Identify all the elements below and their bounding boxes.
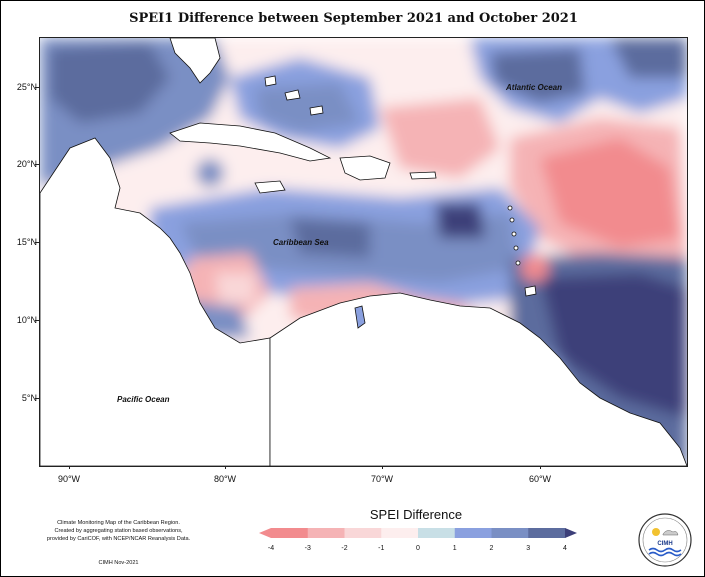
legend-tick-label: -3 xyxy=(305,545,311,552)
lon-label-70w: 70°W xyxy=(370,474,394,484)
legend-colorbar: -4 -3 -2 -1 0 1 2 3 4 xyxy=(259,528,577,552)
legend-swatch xyxy=(491,528,529,538)
legend-title: SPEI Difference xyxy=(369,507,463,522)
lat-tick xyxy=(35,398,39,399)
bahamas-island xyxy=(264,75,277,87)
lat-label-10n: 10°N xyxy=(16,315,37,325)
lon-label-90w: 90°W xyxy=(57,474,81,484)
bahamas-island xyxy=(309,105,324,116)
pacific-ocean-label: Pacific Ocean xyxy=(117,395,170,404)
lon-tick xyxy=(382,465,383,469)
legend-tick-label: 3 xyxy=(526,545,530,552)
legend-tick-label: 4 xyxy=(563,545,567,552)
lat-tick xyxy=(35,164,39,165)
credit-stamp: CIMH Nov-2021 xyxy=(98,560,139,566)
land-masses xyxy=(40,38,687,466)
lat-label-15n: 15°N xyxy=(16,237,37,247)
legend-swatch xyxy=(454,528,492,538)
legend-tick-label: -1 xyxy=(378,545,384,552)
lesser-antilles-island xyxy=(515,260,521,266)
credit-line: provided by CariCOF, with NCEP/NCAR Rean… xyxy=(46,536,191,542)
lon-tick xyxy=(540,465,541,469)
cuba xyxy=(169,122,332,162)
atlantic-ocean-label: Atlantic Ocean xyxy=(505,83,562,92)
lon-label-80w: 80°W xyxy=(213,474,237,484)
lon-label-60w: 60°W xyxy=(528,474,552,484)
legend-tick-label: 0 xyxy=(416,545,420,552)
lon-tick xyxy=(225,465,226,469)
legend-tick-label: -2 xyxy=(341,545,347,552)
puerto-rico xyxy=(409,171,437,180)
lon-tick xyxy=(69,465,70,469)
legend-ticks: -4 -3 -2 -1 0 1 2 3 4 xyxy=(268,545,567,552)
lesser-antilles-island xyxy=(507,205,513,211)
legend-arrow-right xyxy=(565,528,577,538)
lat-tick xyxy=(35,87,39,88)
legend-swatch xyxy=(307,528,345,538)
south-america xyxy=(269,292,687,466)
lesser-antilles-island xyxy=(511,231,517,237)
lat-tick xyxy=(35,242,39,243)
legend-swatch xyxy=(344,528,382,538)
legend-bars xyxy=(259,528,577,538)
lesser-antilles-island xyxy=(513,245,519,251)
credit-line: Climate Monitoring Map of the Caribbean … xyxy=(57,520,180,526)
page-title: SPEI1 Difference between September 2021 … xyxy=(129,11,578,26)
legend-tick-label: 1 xyxy=(453,545,457,552)
trinidad xyxy=(524,285,537,297)
caribbean-sea-label: Caribbean Sea xyxy=(273,238,329,247)
hispaniola xyxy=(339,155,391,181)
jamaica xyxy=(254,180,286,194)
lat-label-25n: 25°N xyxy=(16,82,37,92)
credit-text: Climate Monitoring Map of the Caribbean … xyxy=(21,519,216,543)
cimh-logo: CIMH xyxy=(638,513,692,567)
legend-tick-label: -4 xyxy=(268,545,274,552)
florida xyxy=(169,38,221,84)
lat-tick xyxy=(35,320,39,321)
sun-icon xyxy=(652,528,660,536)
lat-label-5n: 5°N xyxy=(21,393,37,403)
logo-text: CIMH xyxy=(657,541,672,547)
spei-map: Atlantic Ocean Caribbean Sea Pacific Oce… xyxy=(39,37,688,467)
lake-maracaibo xyxy=(354,305,366,329)
credit-line: Created by aggregating station based obs… xyxy=(54,528,183,534)
wave-icon xyxy=(648,547,682,553)
legend-swatch xyxy=(418,528,456,538)
legend-swatch xyxy=(381,528,419,538)
lat-label-20n: 20°N xyxy=(16,159,37,169)
legend-arrow-left xyxy=(259,528,271,538)
cloud-icon xyxy=(662,530,679,536)
legend-swatch xyxy=(271,528,309,538)
legend-swatch xyxy=(528,528,566,538)
legend-tick-label: 2 xyxy=(490,545,494,552)
bahamas-island xyxy=(284,89,301,101)
lesser-antilles-island xyxy=(509,217,515,223)
spei-map-svg: Atlantic Ocean Caribbean Sea Pacific Oce… xyxy=(40,38,687,466)
